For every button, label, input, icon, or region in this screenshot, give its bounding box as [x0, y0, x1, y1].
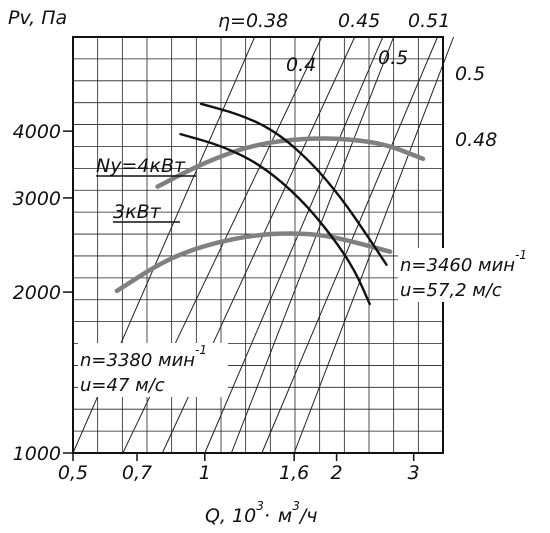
x-tick-label: 0,5	[58, 462, 88, 484]
series-curve-1	[155, 136, 426, 189]
power-label-4kw: Ny=4кВт	[96, 155, 186, 177]
power-label-3kw: 3кВт	[113, 201, 162, 223]
lower-curve-annotation: n=3380 мин-1 u=47 м/с	[78, 343, 228, 397]
axes	[72, 36, 444, 454]
efficiency-label: 0.45	[338, 10, 380, 32]
x-axis-label: Q, 103· м3/ч	[205, 499, 318, 527]
y-tick-label: 2000	[13, 282, 61, 304]
y-tick-label: 4000	[13, 121, 61, 143]
upper-speed-label: n=3460 мин-1	[400, 248, 527, 276]
efficiency-line	[230, 36, 395, 454]
efficiency-lines: η=0.380.40.450.50.510.50.48	[72, 10, 497, 454]
x-tick-label: 1	[199, 462, 211, 484]
x-tick-label: 3	[408, 462, 420, 484]
y-tick-label: 1000	[13, 443, 61, 465]
y-tick-label: 3000	[13, 188, 61, 210]
efficiency-label: 0.5	[455, 63, 485, 85]
lower-speed-label: n=3380 мин-1	[80, 343, 207, 371]
series	[114, 102, 426, 306]
grid	[73, 37, 443, 453]
y-axis-label: Pv, Па	[8, 7, 67, 29]
x-tick-label: 2	[331, 462, 343, 484]
efficiency-label: 0.4	[286, 54, 316, 76]
series-curve-2	[114, 231, 393, 294]
plot-frame	[72, 36, 444, 454]
efficiency-label: 0.5	[378, 47, 408, 69]
upper-curve-annotation: n=3460 мин-1 u=57,2 м/с	[398, 248, 527, 302]
efficiency-label: 0.48	[455, 129, 497, 151]
upper-velocity-label: u=57,2 м/с	[400, 280, 502, 301]
efficiency-line	[261, 36, 438, 454]
lower-velocity-label: u=47 м/с	[80, 375, 165, 396]
x-tick-label: 0,7	[122, 462, 152, 484]
x-tick-label: 1,6	[279, 462, 309, 484]
series-curve-4	[179, 132, 371, 306]
efficiency-label: η=0.38	[218, 10, 288, 32]
efficiency-line	[204, 36, 384, 454]
efficiency-label: 0.51	[408, 10, 450, 32]
series-curve-3	[199, 102, 388, 266]
